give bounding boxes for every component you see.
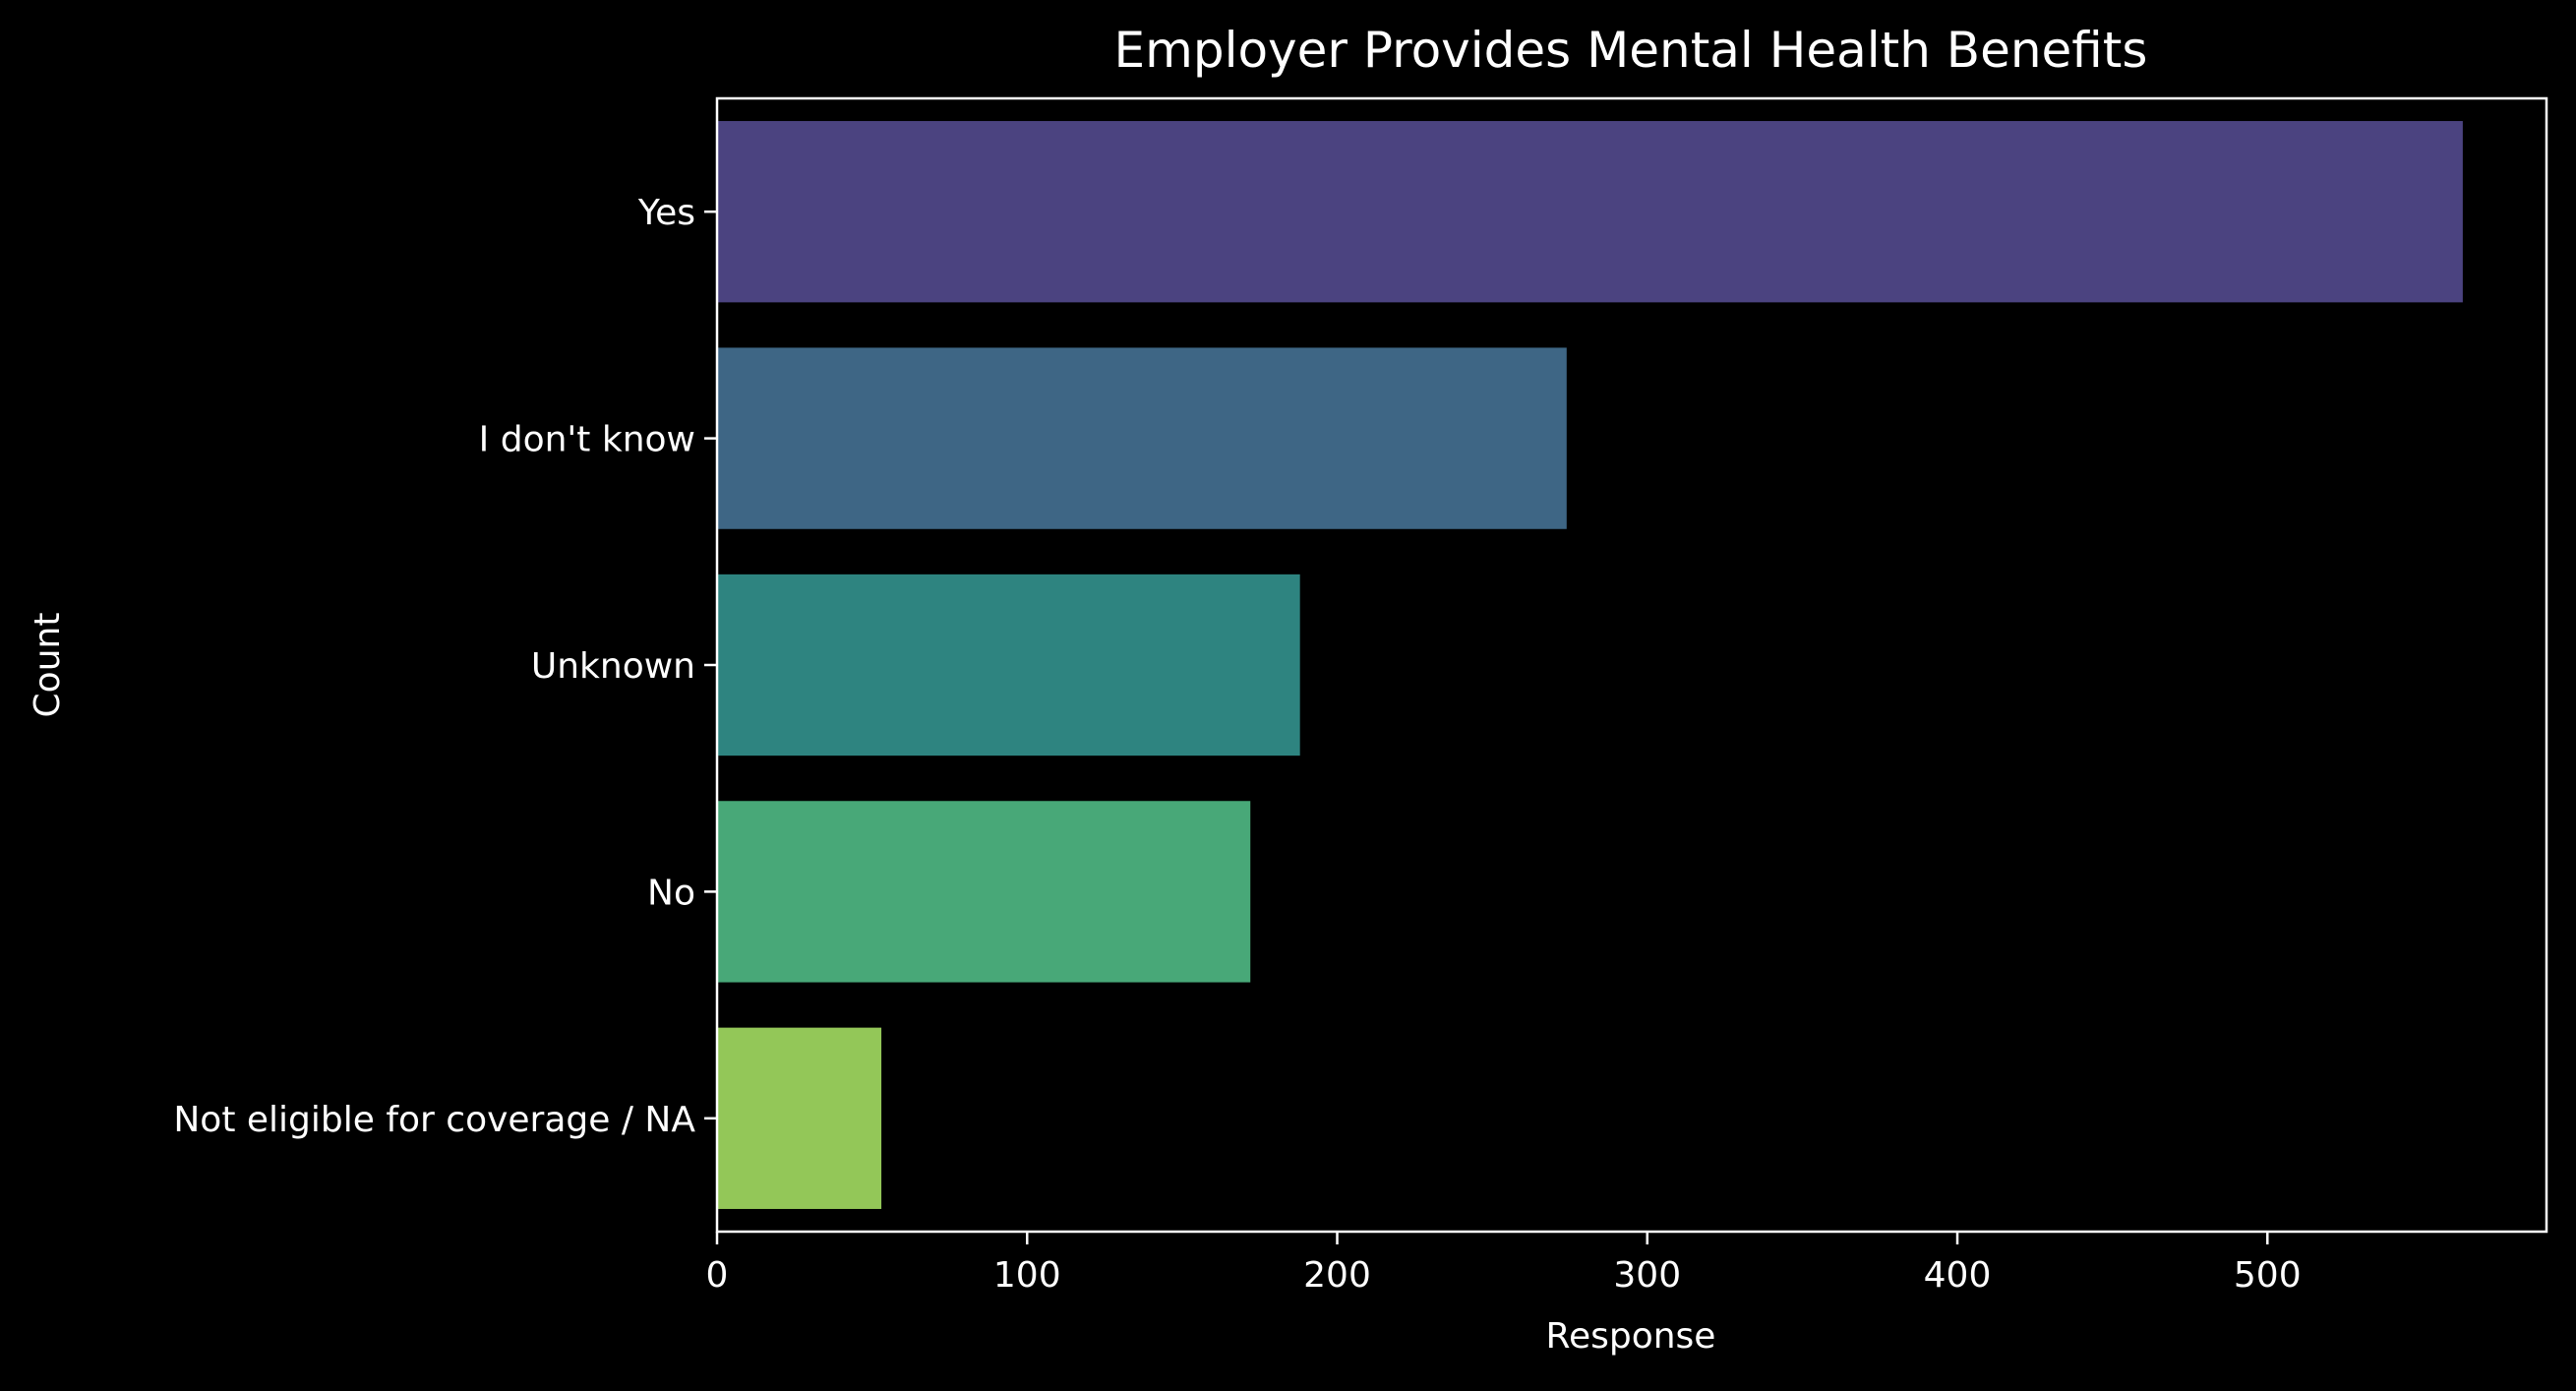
chart-title: Employer Provides Mental Health Benefits	[1114, 22, 2148, 79]
y-axis-ticks: Yes I don't know Unknown No Not eligible for…	[173, 193, 717, 1140]
y-tick-label: No	[647, 873, 695, 913]
x-tick-label: 100	[993, 1255, 1061, 1296]
x-tick-label: 200	[1303, 1255, 1371, 1296]
y-tick-label: Yes	[637, 193, 695, 233]
x-axis-ticks: 0 100 200 300 400 500	[706, 1232, 2302, 1296]
x-tick-label: 300	[1613, 1255, 1681, 1296]
y-tick-label: I don't know	[479, 420, 695, 460]
bar	[717, 574, 1300, 756]
bar	[717, 801, 1251, 983]
bars-group	[717, 121, 2463, 1209]
x-tick-label: 500	[2234, 1255, 2302, 1296]
x-axis-label: Response	[1546, 1316, 1716, 1357]
bar	[717, 1027, 882, 1209]
x-tick-label: 400	[1924, 1255, 1992, 1296]
y-tick-label: Unknown	[531, 646, 695, 687]
bar	[717, 121, 2463, 303]
y-tick-label: Not eligible for coverage / NA	[173, 1100, 695, 1140]
y-axis-label: Count	[28, 613, 68, 718]
bar	[717, 347, 1567, 529]
x-tick-label: 0	[706, 1255, 729, 1296]
